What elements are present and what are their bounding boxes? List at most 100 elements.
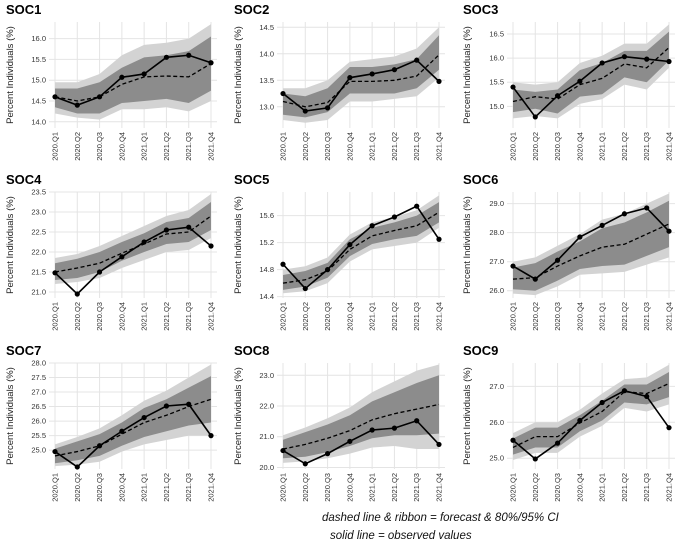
y-tick-label: 15.0 bbox=[31, 76, 46, 85]
panel-soc9: SOC9 25.0 26.0 27.0 2020.Q1 2020.Q2 2020.Q3 202… bbox=[462, 343, 675, 502]
y-tick-label: 27.0 bbox=[31, 388, 46, 397]
y-tick-label: 16.5 bbox=[489, 30, 504, 39]
x-tick-label: 2021.Q2 bbox=[390, 302, 399, 331]
x-tick-label: 2021.Q3 bbox=[642, 473, 651, 502]
observed-point bbox=[644, 56, 650, 62]
observed-point bbox=[280, 261, 286, 267]
x-tick-label: 2020.Q4 bbox=[345, 302, 354, 331]
observed-point bbox=[208, 243, 214, 249]
observed-line bbox=[512, 389, 670, 460]
observed-point bbox=[666, 425, 672, 431]
x-tick-label: 2020.Q3 bbox=[323, 132, 332, 161]
x-tick-label: 2021.Q4 bbox=[207, 302, 216, 331]
x-tick-label: 2021.Q1 bbox=[598, 473, 607, 502]
y-tick-label: 28.0 bbox=[31, 359, 46, 368]
x-tick-label: 2020.Q4 bbox=[575, 302, 584, 331]
observed-point bbox=[96, 269, 103, 275]
x-tick-label: 2020.Q3 bbox=[323, 473, 332, 502]
x-tick-label: 2021.Q4 bbox=[435, 132, 444, 161]
observed-point bbox=[369, 71, 375, 77]
y-axis-label: Percent Individuals (%) bbox=[462, 196, 473, 294]
x-tick-label: 2021.Q1 bbox=[140, 302, 149, 331]
y-tick-label: 28.0 bbox=[489, 228, 504, 237]
observed-point bbox=[163, 403, 170, 409]
x-tick-label: 2020.Q1 bbox=[51, 473, 60, 502]
observed-point bbox=[436, 236, 442, 242]
y-tick-label: 14.8 bbox=[259, 265, 274, 274]
x-tick-label: 2020.Q3 bbox=[553, 132, 562, 161]
observed-line bbox=[512, 55, 670, 119]
observed-point bbox=[186, 52, 192, 58]
observed-point bbox=[644, 393, 650, 400]
x-tick-label: 2021.Q4 bbox=[207, 473, 216, 502]
x-tick-label: 2020.Q2 bbox=[531, 473, 540, 502]
x-tick-label: 2020.Q2 bbox=[301, 132, 310, 161]
observed-point bbox=[302, 461, 308, 467]
panel-soc7: SOC7 25.0 25.5 26.0 26.5 27.0 27.5 28.0 2020.Q1 2… bbox=[5, 343, 217, 502]
y-tick-label: 14.0 bbox=[31, 117, 46, 126]
observed-line bbox=[54, 54, 212, 106]
observed-point bbox=[621, 54, 628, 60]
panel-soc4: SOC4 21.0 21.5 22.0 22.5 23.0 23.5 2020.Q1 2020.… bbox=[5, 172, 217, 331]
forecast-line bbox=[512, 47, 670, 103]
observed-point bbox=[554, 93, 561, 99]
observed-point bbox=[96, 94, 103, 100]
x-tick-label: 2020.Q4 bbox=[575, 473, 584, 502]
x-tick-label: 2021.Q2 bbox=[390, 132, 399, 161]
panel-title: SOC6 bbox=[463, 172, 498, 187]
observed-point bbox=[391, 67, 398, 73]
y-tick-label: 25.0 bbox=[31, 446, 46, 455]
observed-point bbox=[391, 214, 398, 220]
x-tick-label: 2020.Q4 bbox=[345, 132, 354, 161]
observed-point bbox=[369, 427, 375, 433]
observed-point bbox=[599, 60, 605, 66]
observed-point bbox=[577, 234, 583, 240]
y-tick-label: 20.0 bbox=[259, 463, 274, 472]
observed-point bbox=[414, 418, 420, 424]
x-tick-label: 2021.Q2 bbox=[620, 473, 629, 502]
caption-observed-legend: solid line = observed values bbox=[330, 530, 472, 542]
y-tick-label: 14.4 bbox=[259, 292, 274, 301]
observed-point bbox=[510, 437, 516, 443]
x-tick-label: 2020.Q3 bbox=[553, 302, 562, 331]
observed-point bbox=[577, 78, 583, 84]
observed-point bbox=[532, 114, 538, 120]
y-tick-label: 22.0 bbox=[259, 402, 274, 411]
y-tick-label: 15.5 bbox=[31, 55, 46, 64]
y-tick-label: 21.5 bbox=[31, 268, 46, 277]
caption-forecast-legend: dashed line & ribbon = forecast & 80%/95… bbox=[322, 512, 559, 524]
ci80-ribbon bbox=[283, 375, 439, 459]
x-tick-label: 2020.Q4 bbox=[345, 473, 354, 502]
panel-title: SOC2 bbox=[234, 2, 269, 17]
y-tick-label: 16.0 bbox=[489, 54, 504, 63]
y-axis-label: Percent Individuals (%) bbox=[233, 196, 244, 294]
observed-point bbox=[186, 224, 192, 230]
observed-point bbox=[74, 464, 80, 470]
observed-point bbox=[141, 414, 147, 421]
x-tick-label: 2021.Q2 bbox=[390, 473, 399, 502]
x-tick-label: 2020.Q4 bbox=[575, 132, 584, 161]
observed-point bbox=[436, 441, 442, 448]
x-tick-label: 2020.Q2 bbox=[531, 302, 540, 331]
panel-title: SOC1 bbox=[6, 2, 41, 17]
observed-point bbox=[52, 448, 58, 455]
x-tick-label: 2021.Q1 bbox=[140, 473, 149, 502]
observed-point bbox=[141, 239, 147, 245]
y-tick-label: 23.0 bbox=[31, 208, 46, 217]
observed-point bbox=[347, 75, 353, 81]
observed-point bbox=[347, 242, 353, 248]
x-tick-label: 2021.Q4 bbox=[435, 302, 444, 331]
observed-point bbox=[347, 438, 353, 444]
x-tick-label: 2021.Q3 bbox=[184, 302, 193, 331]
panel-soc3: SOC3 15.0 15.5 16.0 16.5 2020.Q1 2020.Q2 2020.Q… bbox=[462, 2, 675, 161]
observed-point bbox=[186, 401, 192, 407]
x-tick-label: 2020.Q4 bbox=[117, 132, 126, 161]
observed-point bbox=[391, 425, 398, 431]
y-tick-label: 14.5 bbox=[259, 23, 274, 32]
observed-point bbox=[436, 78, 442, 84]
x-tick-label: 2021.Q3 bbox=[642, 302, 651, 331]
x-tick-label: 2020.Q3 bbox=[95, 132, 104, 161]
forecast-line bbox=[54, 63, 212, 102]
x-tick-label: 2020.Q1 bbox=[51, 302, 60, 331]
